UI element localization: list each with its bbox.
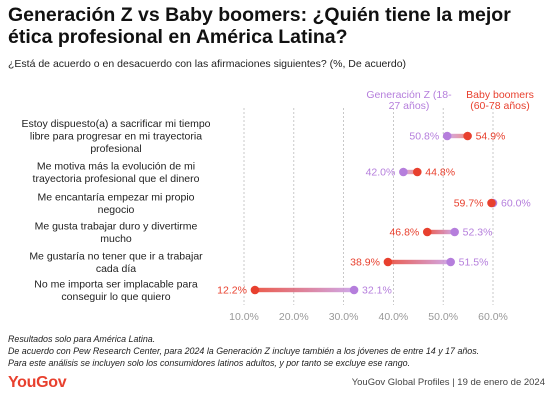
row-3: Me gusta trabajar duro y divertirmemucho… [35, 220, 493, 245]
value-label-gen-z-2: 60.0% [501, 198, 531, 210]
value-label-gen-z-5: 32.1% [362, 285, 392, 297]
value-label-boomers-3: 46.8% [389, 227, 419, 239]
row-1: Me motiva más la evolución de mitrayecto… [33, 160, 456, 185]
x-tick-label-3: 40.0% [379, 311, 409, 323]
category-label-1-1: trayectoria profesional que el dinero [33, 173, 200, 185]
value-label-gen-z-1: 42.0% [366, 167, 396, 179]
x-tick-label-5: 60.0% [478, 311, 508, 323]
value-label-gen-z-4: 51.5% [459, 257, 489, 269]
chart-title: Generación Z vs Baby boomers: ¿Quién tie… [8, 4, 511, 48]
value-label-boomers-2: 59.7% [454, 198, 484, 210]
dot-gen-z-5 [349, 285, 359, 295]
dot-boomers-2 [487, 198, 496, 208]
row-5: No me importa ser implacable paraconsegu… [34, 278, 392, 303]
footnote-2: De acuerdo con Pew Research Center, para… [8, 346, 480, 356]
footnote-1: Resultados solo para América Latina. [8, 334, 156, 344]
x-tick-label-2: 30.0% [329, 311, 359, 323]
dot-boomers-0 [463, 131, 472, 141]
yougov-logo: YouGov [8, 374, 67, 391]
category-label-2-0: Me encantaría empezar mi propio [38, 191, 195, 203]
category-label-0-2: profesional [90, 143, 141, 155]
category-label-0-0: Estoy dispuesto(a) a sacrificar mi tiemp… [21, 118, 210, 130]
dot-gen-z-1 [399, 167, 408, 177]
dumbbell-chart: Generación Z (18-27 años) Baby boomers(60… [21, 89, 534, 323]
value-label-boomers-5: 12.2% [217, 285, 247, 297]
connector-4 [387, 259, 451, 265]
category-label-4-0: Me gustaría no tener que ir a trabajar [29, 250, 203, 262]
dot-gen-z-4 [446, 257, 455, 267]
category-label-2-1: negocio [98, 204, 135, 216]
connector-1 [403, 169, 418, 175]
dot-gen-z-0 [442, 131, 452, 141]
value-label-boomers-0: 54.9% [476, 131, 506, 143]
dot-boomers-1 [413, 167, 422, 177]
x-tick-label-0: 10.0% [229, 311, 259, 323]
connector-5 [254, 287, 355, 293]
category-label-4-1: cada día [96, 263, 136, 275]
dot-boomers-3 [422, 227, 432, 237]
legend-boomers-line-0: Baby boomers [466, 89, 534, 101]
connector-3 [427, 229, 455, 235]
chart-subtitle: ¿Está de acuerdo o en desacuerdo con las… [8, 58, 407, 70]
source-note: YouGov Global Profiles | 19 de enero de … [351, 377, 545, 388]
legend-gen-z-line-0: Generación Z (18- [366, 89, 452, 101]
row-4: Me gustaría no tener que ir a trabajarca… [29, 250, 488, 275]
category-label-3-0: Me gusta trabajar duro y divertirme [35, 220, 198, 232]
legend-gen-z-line-1: 27 años) [389, 100, 430, 112]
category-label-0-1: libre para progresar en mi trayectoria [30, 131, 202, 143]
category-label-3-1: mucho [100, 233, 132, 245]
row-0: Estoy dispuesto(a) a sacrificar mi tiemp… [21, 118, 505, 155]
connector-0 [447, 133, 468, 139]
dot-boomers-4 [383, 257, 393, 267]
value-label-boomers-4: 38.9% [350, 257, 380, 269]
footnote-3: Para este análisis se incluyen solo los … [8, 358, 411, 368]
category-label-5-1: conseguir lo que quiero [61, 291, 170, 303]
x-tick-label-4: 50.0% [428, 311, 458, 323]
value-label-gen-z-0: 50.8% [409, 131, 439, 143]
value-label-boomers-1: 44.8% [425, 167, 455, 179]
category-label-1-0: Me motiva más la evolución de mi [37, 160, 195, 172]
dot-gen-z-3 [450, 227, 459, 237]
legend-boomers-line-1: (60-78 años) [470, 100, 530, 112]
value-label-gen-z-3: 52.3% [463, 227, 493, 239]
category-label-5-0: No me importa ser implacable para [34, 278, 198, 290]
dot-boomers-5 [250, 285, 260, 295]
x-tick-label-1: 20.0% [279, 311, 309, 323]
